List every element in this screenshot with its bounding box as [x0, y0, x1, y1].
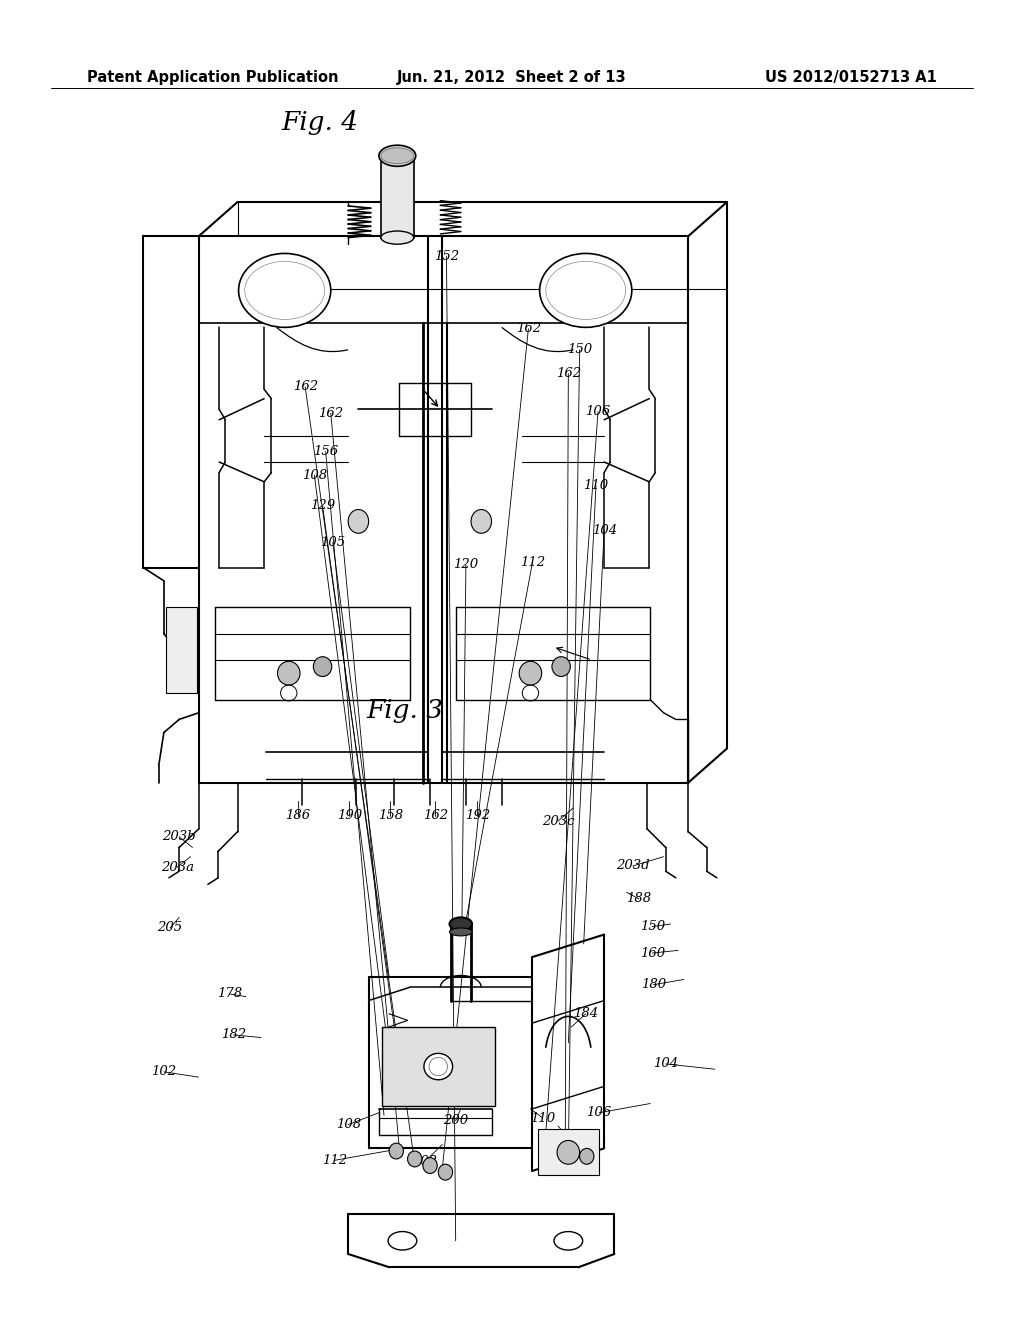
Text: Fig. 4: Fig. 4: [281, 111, 358, 135]
Text: Fig. 3: Fig. 3: [366, 698, 443, 722]
Ellipse shape: [424, 1053, 453, 1080]
Text: Patent Application Publication: Patent Application Publication: [87, 70, 339, 86]
Text: 178: 178: [217, 987, 242, 1001]
Ellipse shape: [471, 510, 492, 533]
Bar: [538, 1129, 599, 1175]
Text: 162: 162: [516, 322, 541, 335]
Text: 162: 162: [318, 407, 343, 420]
Text: 182: 182: [221, 1028, 246, 1041]
Ellipse shape: [580, 1148, 594, 1164]
Ellipse shape: [450, 917, 472, 931]
Text: 105: 105: [321, 536, 345, 549]
Text: 105: 105: [561, 1138, 586, 1151]
Ellipse shape: [313, 657, 332, 676]
Text: 108: 108: [336, 1118, 360, 1131]
Ellipse shape: [540, 253, 632, 327]
Text: 162: 162: [293, 380, 317, 393]
Ellipse shape: [389, 1143, 403, 1159]
Text: 160: 160: [640, 946, 665, 960]
Text: 104: 104: [592, 524, 616, 537]
Text: 200: 200: [443, 1114, 468, 1127]
Text: 186: 186: [286, 809, 310, 822]
Ellipse shape: [423, 1158, 437, 1173]
Text: 102: 102: [152, 1065, 176, 1078]
Text: 104: 104: [653, 1057, 678, 1071]
Text: 202: 202: [413, 1155, 437, 1168]
Text: 150: 150: [640, 920, 665, 933]
Text: 192: 192: [465, 809, 489, 822]
Ellipse shape: [408, 1151, 422, 1167]
Ellipse shape: [379, 145, 416, 166]
Text: 156: 156: [313, 445, 338, 458]
Text: 203d: 203d: [616, 859, 649, 873]
Text: 112: 112: [520, 556, 545, 569]
Bar: [381, 158, 414, 238]
Text: 152: 152: [434, 249, 459, 263]
Text: 203c: 203c: [542, 814, 574, 828]
Text: 120: 120: [454, 558, 478, 572]
Text: 106: 106: [586, 405, 610, 418]
Text: 106: 106: [587, 1106, 611, 1119]
Ellipse shape: [348, 510, 369, 533]
Ellipse shape: [450, 928, 472, 936]
Ellipse shape: [278, 661, 300, 685]
Text: 203a: 203a: [161, 861, 194, 874]
Ellipse shape: [388, 1232, 417, 1250]
Text: 112: 112: [323, 1154, 347, 1167]
Text: 108: 108: [302, 469, 327, 482]
Ellipse shape: [552, 657, 570, 676]
Ellipse shape: [519, 661, 542, 685]
Ellipse shape: [438, 1164, 453, 1180]
Text: 110: 110: [530, 1111, 555, 1125]
Bar: [166, 607, 197, 693]
Ellipse shape: [239, 253, 331, 327]
Ellipse shape: [557, 1140, 580, 1164]
Ellipse shape: [381, 231, 414, 244]
Text: 158: 158: [378, 809, 402, 822]
Text: 184: 184: [573, 1007, 598, 1020]
Text: 203b: 203b: [163, 830, 196, 843]
Text: 129: 129: [310, 499, 335, 512]
Text: Jun. 21, 2012  Sheet 2 of 13: Jun. 21, 2012 Sheet 2 of 13: [397, 70, 627, 86]
Text: US 2012/0152713 A1: US 2012/0152713 A1: [765, 70, 937, 86]
Text: 205: 205: [158, 921, 182, 935]
Text: 150: 150: [567, 343, 592, 356]
Text: 162: 162: [556, 367, 581, 380]
Text: 188: 188: [627, 892, 651, 906]
Ellipse shape: [381, 148, 414, 164]
Text: 190: 190: [337, 809, 361, 822]
Text: 110: 110: [584, 479, 608, 492]
Bar: [382, 1027, 495, 1106]
Ellipse shape: [561, 1140, 575, 1156]
Ellipse shape: [554, 1232, 583, 1250]
Text: 162: 162: [423, 809, 447, 822]
Text: 180: 180: [641, 978, 666, 991]
